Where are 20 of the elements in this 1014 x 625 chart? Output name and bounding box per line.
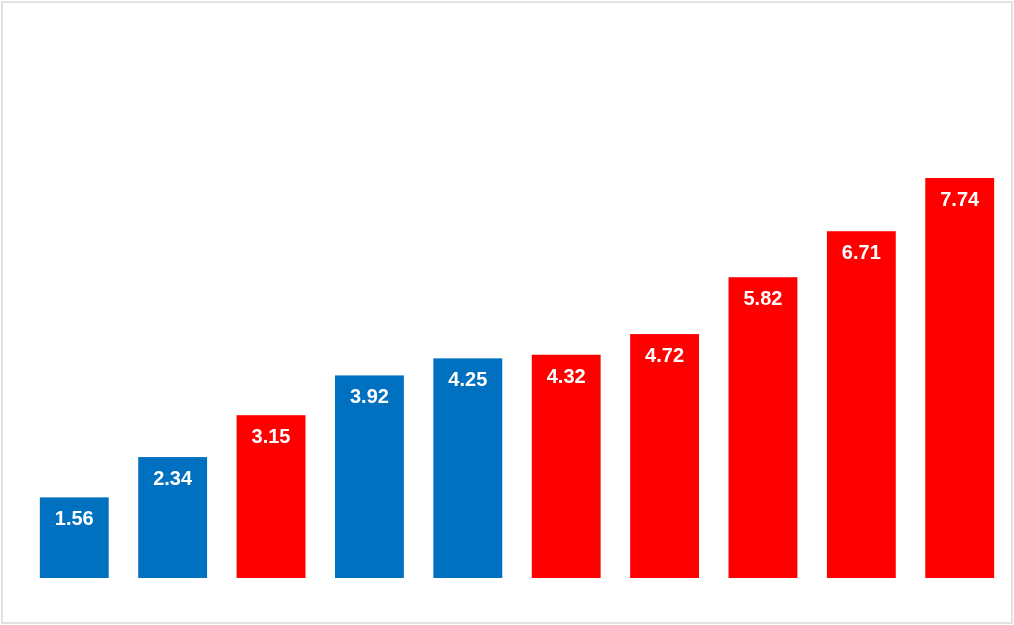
data-label: 7.74 (940, 188, 981, 210)
bar (925, 178, 995, 578)
data-label: 4.72 (645, 344, 685, 367)
data-label: 1.56 (54, 507, 94, 530)
bar (334, 375, 404, 578)
bar (138, 457, 208, 578)
bar (728, 277, 798, 578)
data-label: 6.71 (841, 241, 881, 264)
data-label: 3.92 (349, 385, 389, 408)
bar (39, 497, 109, 578)
data-label: 4.25 (448, 368, 488, 391)
bar (531, 354, 601, 578)
data-label: 5.82 (743, 287, 783, 310)
bar (630, 334, 700, 578)
data-label: 3.15 (251, 425, 291, 448)
data-label: 2.34 (153, 467, 193, 490)
bar (433, 358, 503, 578)
data-label: 4.32 (546, 364, 586, 387)
bar (236, 415, 306, 578)
bar (826, 231, 896, 578)
